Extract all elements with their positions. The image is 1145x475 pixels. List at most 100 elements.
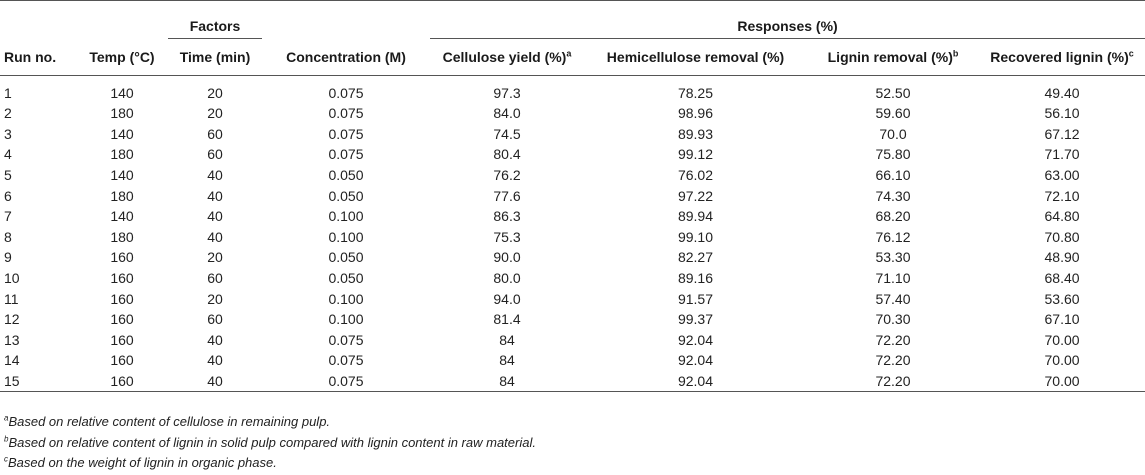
table-cell: 64.80 xyxy=(1044,208,1080,225)
column-header: Hemicellulose removal (%) xyxy=(584,38,807,76)
table-cell: 89.94 xyxy=(677,208,714,225)
table-cell: 56.10 xyxy=(1044,105,1080,122)
table-cell: 12 xyxy=(4,311,20,328)
table-cell: 67.12 xyxy=(1044,125,1080,142)
table-cell: 77.6 xyxy=(493,187,521,204)
table-cell: 66.10 xyxy=(875,167,911,184)
table-cell: 60 xyxy=(207,146,223,163)
table-cell: 20 xyxy=(207,105,223,122)
table-cell: 75.80 xyxy=(875,146,911,163)
group-header-row: Factors Responses (%) xyxy=(0,0,1145,39)
table-row: 13 160 40 0.075 84 92.04 72.20 70.00 xyxy=(0,330,1145,351)
table-row: 2 180 20 0.075 84.0 98.96 59.60 56.10 xyxy=(0,103,1145,124)
table-cell: 72.20 xyxy=(875,352,911,369)
column-header-row: Run no. Temp (°C) Time (min) Concentrati… xyxy=(0,38,1145,76)
table-cell: 97.3 xyxy=(493,84,521,101)
table-cell: 160 xyxy=(110,290,134,307)
footnote: bBased on relative content of lignin in … xyxy=(4,433,536,454)
table-cell: 86.3 xyxy=(493,208,521,225)
table-cell: 40 xyxy=(207,331,223,348)
column-header: Concentration (M) xyxy=(262,38,430,76)
table-cell: 84 xyxy=(499,352,515,369)
table-cell: 53.30 xyxy=(875,249,911,266)
table-row: 11 160 20 0.100 94.0 91.57 57.40 53.60 xyxy=(0,288,1145,309)
table-cell: 68.20 xyxy=(875,208,911,225)
footnote-text: Based on the weight of lignin in organic… xyxy=(8,455,277,470)
table-cell: 70.30 xyxy=(875,311,911,328)
table-cell: 68.40 xyxy=(1044,270,1080,287)
footnote-text: Based on relative content of cellulose i… xyxy=(8,414,331,429)
table-cell: 70.80 xyxy=(1044,228,1080,245)
table-cell: 140 xyxy=(110,208,134,225)
table-row: 7 140 40 0.100 86.3 89.94 68.20 64.80 xyxy=(0,206,1145,227)
table-cell: 70.00 xyxy=(1044,352,1080,369)
table-cell: 180 xyxy=(110,105,134,122)
table-cell: 0.075 xyxy=(328,331,364,348)
table-cell: 6 xyxy=(4,187,12,204)
table-cell: 97.22 xyxy=(677,187,714,204)
table-cell: 92.04 xyxy=(677,331,714,348)
table-cell: 84 xyxy=(430,370,584,393)
table-cell: 74.30 xyxy=(875,187,911,204)
table-cell: 0.100 xyxy=(328,290,364,307)
footnote: aBased on relative content of cellulose … xyxy=(4,412,536,433)
table-cell: 99.12 xyxy=(677,146,714,163)
table-cell: 0.050 xyxy=(328,270,364,287)
table-cell: 72.20 xyxy=(807,370,979,393)
table-cell: 140 xyxy=(110,125,134,142)
table-cell: 75.3 xyxy=(493,228,521,245)
table-cell: 98.96 xyxy=(677,105,714,122)
table-cell: 72.10 xyxy=(1044,187,1080,204)
table-cell: 82.27 xyxy=(677,249,714,266)
table-row: 12 160 60 0.100 81.4 99.37 70.30 67.10 xyxy=(0,309,1145,330)
table-row: 3 140 60 0.075 74.5 89.93 70.0 67.12 xyxy=(0,124,1145,145)
table-cell: 140 xyxy=(110,84,134,101)
table-cell: 13 xyxy=(4,331,20,348)
table-cell: 40 xyxy=(168,370,262,393)
table-cell: 71.10 xyxy=(875,270,911,287)
table-cell: 80.4 xyxy=(493,146,521,163)
column-header: Run no. xyxy=(0,38,76,76)
table-cell: 11 xyxy=(4,290,19,307)
table-cell: 78.25 xyxy=(677,84,714,101)
table-cell: 160 xyxy=(110,270,134,287)
table-cell: 15 xyxy=(0,370,76,393)
table-cell: 76.12 xyxy=(875,228,911,245)
table-cell: 70.0 xyxy=(879,125,907,142)
table-cell: 0.100 xyxy=(328,208,364,225)
table-cell: 0.100 xyxy=(328,311,364,328)
table-cell: 59.60 xyxy=(875,105,911,122)
table-cell: 180 xyxy=(110,228,134,245)
footnote-mark: c xyxy=(1128,48,1134,59)
footnote-mark: c xyxy=(4,454,8,464)
table-cell: 76.2 xyxy=(493,167,521,184)
footnote: cBased on the weight of lignin in organi… xyxy=(4,453,536,474)
table-cell: 99.37 xyxy=(677,311,714,328)
table-cell: 48.90 xyxy=(1044,249,1080,266)
table-cell: 89.16 xyxy=(677,270,714,287)
table-cell: 0.075 xyxy=(328,146,364,163)
table-header: Factors Responses (%) Run no. Temp (°C) … xyxy=(0,0,1145,76)
table-cell: 57.40 xyxy=(875,290,911,307)
table-row: 15 160 40 0.075 84 92.04 72.20 70.00 xyxy=(0,370,1145,393)
column-header: Time (min) xyxy=(168,38,262,76)
table-cell: 63.00 xyxy=(1044,167,1080,184)
experiment-table: Factors Responses (%) Run no. Temp (°C) … xyxy=(0,0,1145,393)
table-row: 14 160 40 0.075 84 92.04 72.20 70.00 xyxy=(0,350,1145,371)
table-cell: 40 xyxy=(207,208,223,225)
footnote-text: Based on relative content of lignin in s… xyxy=(8,434,536,450)
footnote-mark: a xyxy=(4,413,9,423)
table-cell: 74.5 xyxy=(493,125,521,142)
table-cell: 81.4 xyxy=(493,311,521,328)
table-cell: 99.10 xyxy=(677,228,714,245)
table-cell: 40 xyxy=(207,228,223,245)
responses-group-label: Responses (%) xyxy=(430,0,1145,39)
table-cell: 60 xyxy=(207,311,223,328)
table-cell: 0.075 xyxy=(262,370,430,393)
table-cell: 89.93 xyxy=(677,125,714,142)
table-cell: 60 xyxy=(207,270,223,287)
table-body: 1 140 20 0.075 97.3 78.25 52.50 49.40 2 180 20 0.07… xyxy=(0,76,1145,393)
table-cell: 20 xyxy=(207,84,223,101)
table-cell: 180 xyxy=(110,146,134,163)
footnote-mark: a xyxy=(566,48,572,59)
